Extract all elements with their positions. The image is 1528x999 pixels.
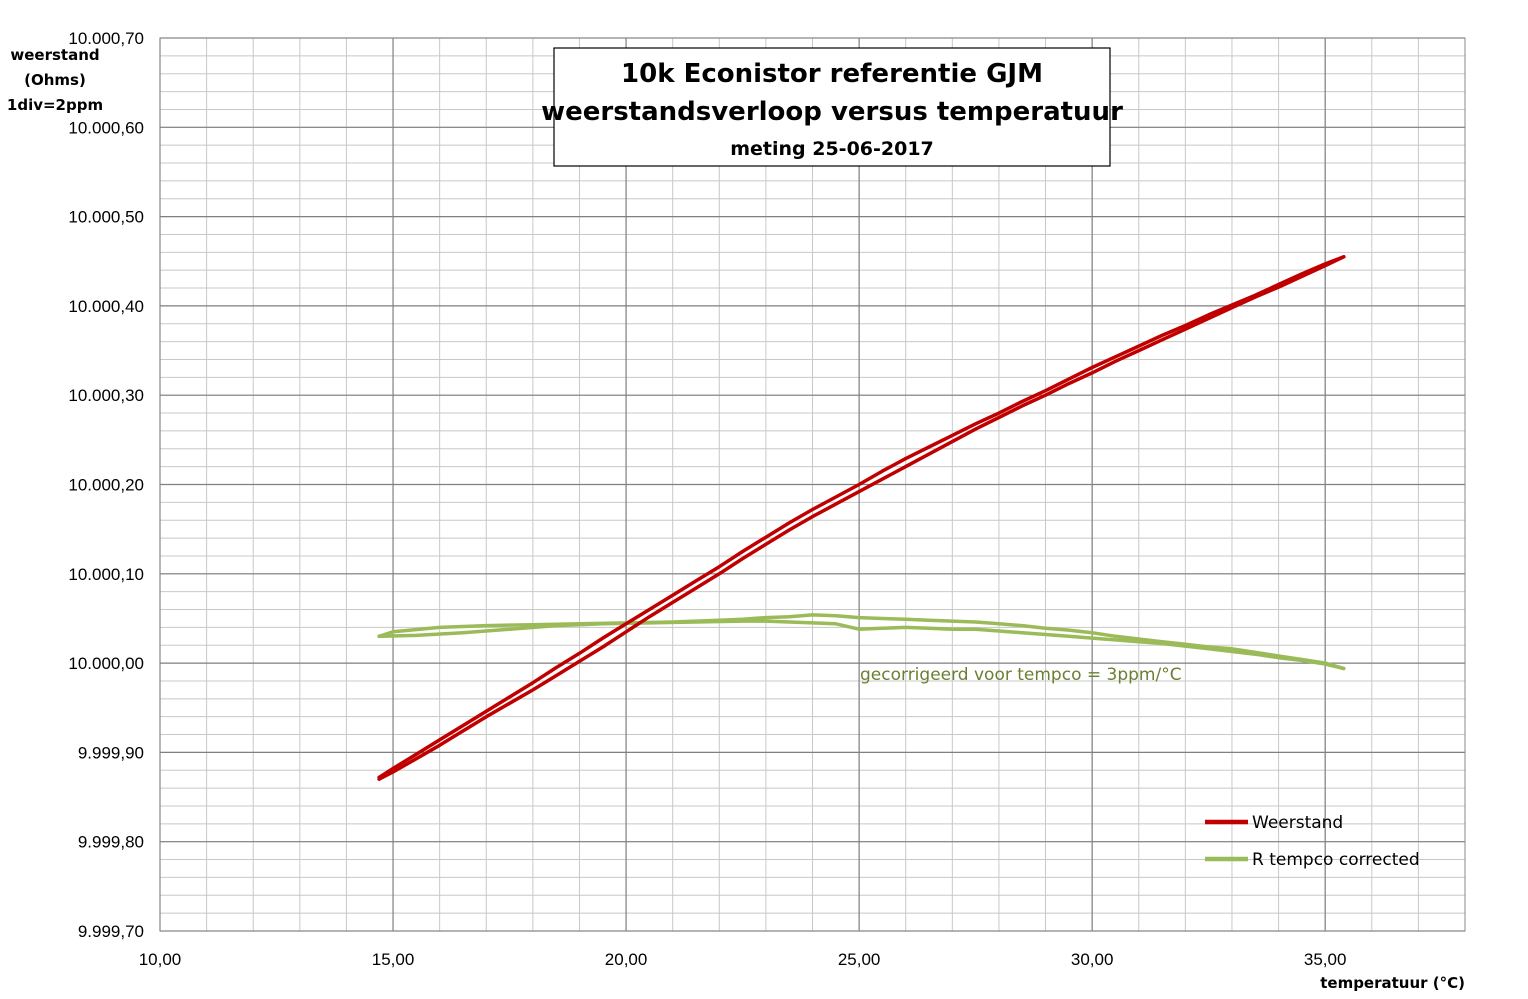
title-box	[553, 47, 1111, 167]
y-axis-division: 1div=2ppm	[7, 96, 103, 114]
chart-title: 10k Econistor referentie GJM	[621, 59, 1043, 89]
x-tick-label: 10,00	[139, 950, 182, 969]
y-tick-label: 10.000,50	[68, 208, 144, 227]
series-line-weerstand-0	[377, 255, 1346, 781]
plot-area-frame	[159, 37, 1466, 932]
x-tick-label: 15,00	[372, 950, 415, 969]
chart-title-line2: weerstandsverloop versus temperatuur	[541, 97, 1123, 127]
chart-subtitle: meting 25-06-2017	[730, 138, 934, 160]
annotation-text: gecorrigeerd voor tempco = 3ppm/°C	[860, 665, 1182, 685]
series-layer	[377, 255, 1346, 781]
y-axis-unit: (Ohms)	[24, 71, 86, 89]
x-tick-label: 25,00	[838, 950, 881, 969]
legend: Weerstand R tempco corrected	[1205, 813, 1420, 870]
y-axis-tick-labels: 9.999,70 9.999,80 9.999,90 10.000,00 10.000,…	[68, 29, 144, 941]
x-tick-label: 35,00	[1304, 950, 1347, 969]
legend-label-weerstand: Weerstand	[1252, 813, 1343, 833]
y-tick-label: 10.000,10	[68, 565, 144, 584]
x-tick-label: 30,00	[1071, 950, 1114, 969]
legend-label-r-tempco-corrected: R tempco corrected	[1252, 850, 1420, 870]
x-axis-tick-labels: 10,00 15,00 20,00 25,00 30,00 35,00	[139, 950, 1347, 969]
y-tick-label: 10.000,30	[68, 386, 144, 405]
x-tick-label: 20,00	[605, 950, 648, 969]
y-axis-title: weerstand	[10, 46, 99, 64]
y-tick-label: 9.999,70	[78, 922, 144, 941]
y-tick-label: 10.000,70	[68, 29, 144, 48]
y-tick-label: 10.000,60	[68, 118, 144, 137]
y-tick-label: 10.000,20	[68, 476, 144, 495]
y-tick-label: 9.999,90	[78, 743, 144, 762]
y-tick-label: 9.999,80	[78, 833, 144, 852]
series-line-r-tempco-corrected-1	[377, 613, 1346, 671]
series-line-weerstand-1	[377, 255, 1346, 780]
y-tick-label: 10.000,00	[68, 654, 144, 673]
x-axis-title: temperatuur (°C)	[1320, 974, 1465, 992]
y-tick-label: 10.000,40	[68, 297, 144, 316]
